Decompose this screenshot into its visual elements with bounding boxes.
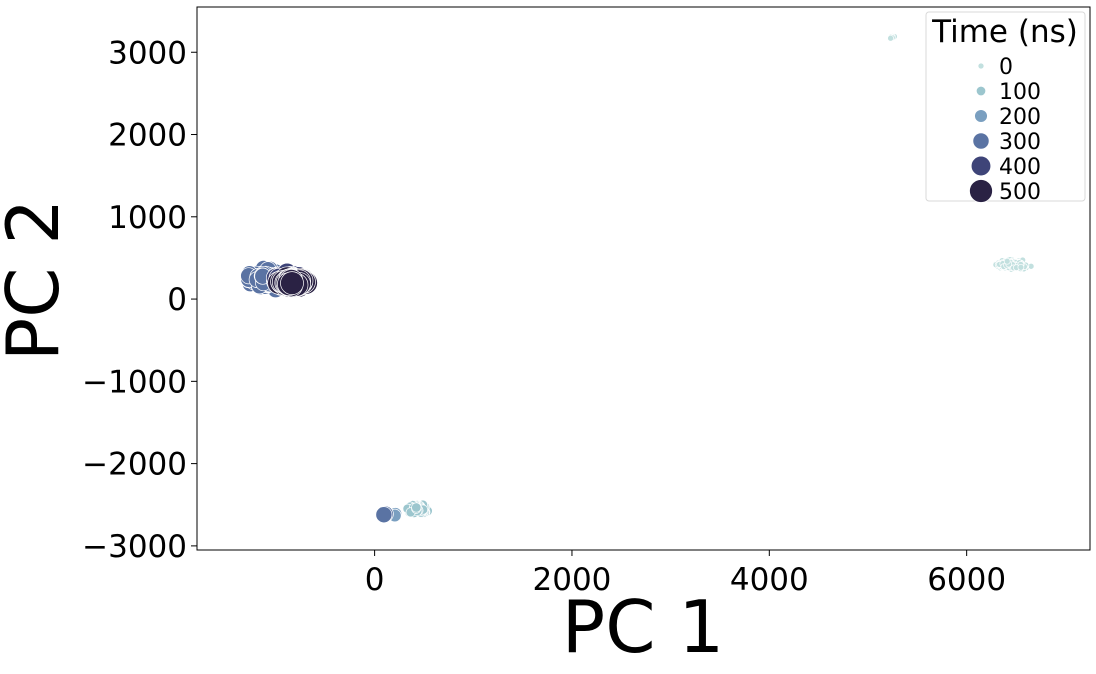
y-tick-label: 2000: [108, 118, 187, 154]
data-point-t100: [411, 502, 422, 513]
legend-title: Time (ns): [931, 14, 1078, 50]
y-tick-label: 0: [167, 282, 187, 318]
x-axis-label: PC 1: [562, 585, 724, 669]
data-point-t0: [1003, 257, 1011, 265]
x-tick-label: 4000: [730, 562, 809, 598]
y-tick-label: −1000: [82, 364, 187, 400]
y-tick-label: 1000: [108, 200, 187, 236]
legend-label: 200: [999, 105, 1041, 130]
data-point-t0: [887, 34, 894, 42]
legend-label: 500: [999, 180, 1041, 205]
legend-label: 100: [999, 80, 1041, 105]
y-axis-label: PC 2: [0, 199, 75, 361]
plot-frame: [196, 6, 1091, 551]
legend-marker: [977, 62, 985, 70]
legend-label: 300: [999, 130, 1041, 155]
legend-marker: [974, 109, 988, 123]
legend-marker: [969, 179, 993, 203]
legend-label: 0: [999, 55, 1013, 80]
legend-marker: [970, 155, 992, 177]
y-tick-label: −3000: [82, 529, 187, 565]
y-tick-label: 3000: [108, 35, 187, 71]
legend-label: 400: [999, 155, 1041, 180]
legend-box: [925, 11, 1086, 202]
legend-marker: [972, 132, 990, 150]
y-tick-label: −2000: [82, 447, 187, 483]
x-tick-label: 6000: [927, 562, 1006, 598]
axes-layer: 0 2000 4000 6000 −3000 −2000 −1000 0 1000 2000 300…: [82, 35, 1006, 598]
data-point-t300: [375, 506, 393, 524]
x-tick-label: 0: [365, 562, 385, 598]
data-point-t0: [1017, 263, 1025, 271]
legend-marker: [975, 85, 987, 97]
points-layer: [240, 33, 1035, 524]
x-tick-label: 2000: [533, 562, 612, 598]
data-point-t500: [280, 271, 304, 295]
